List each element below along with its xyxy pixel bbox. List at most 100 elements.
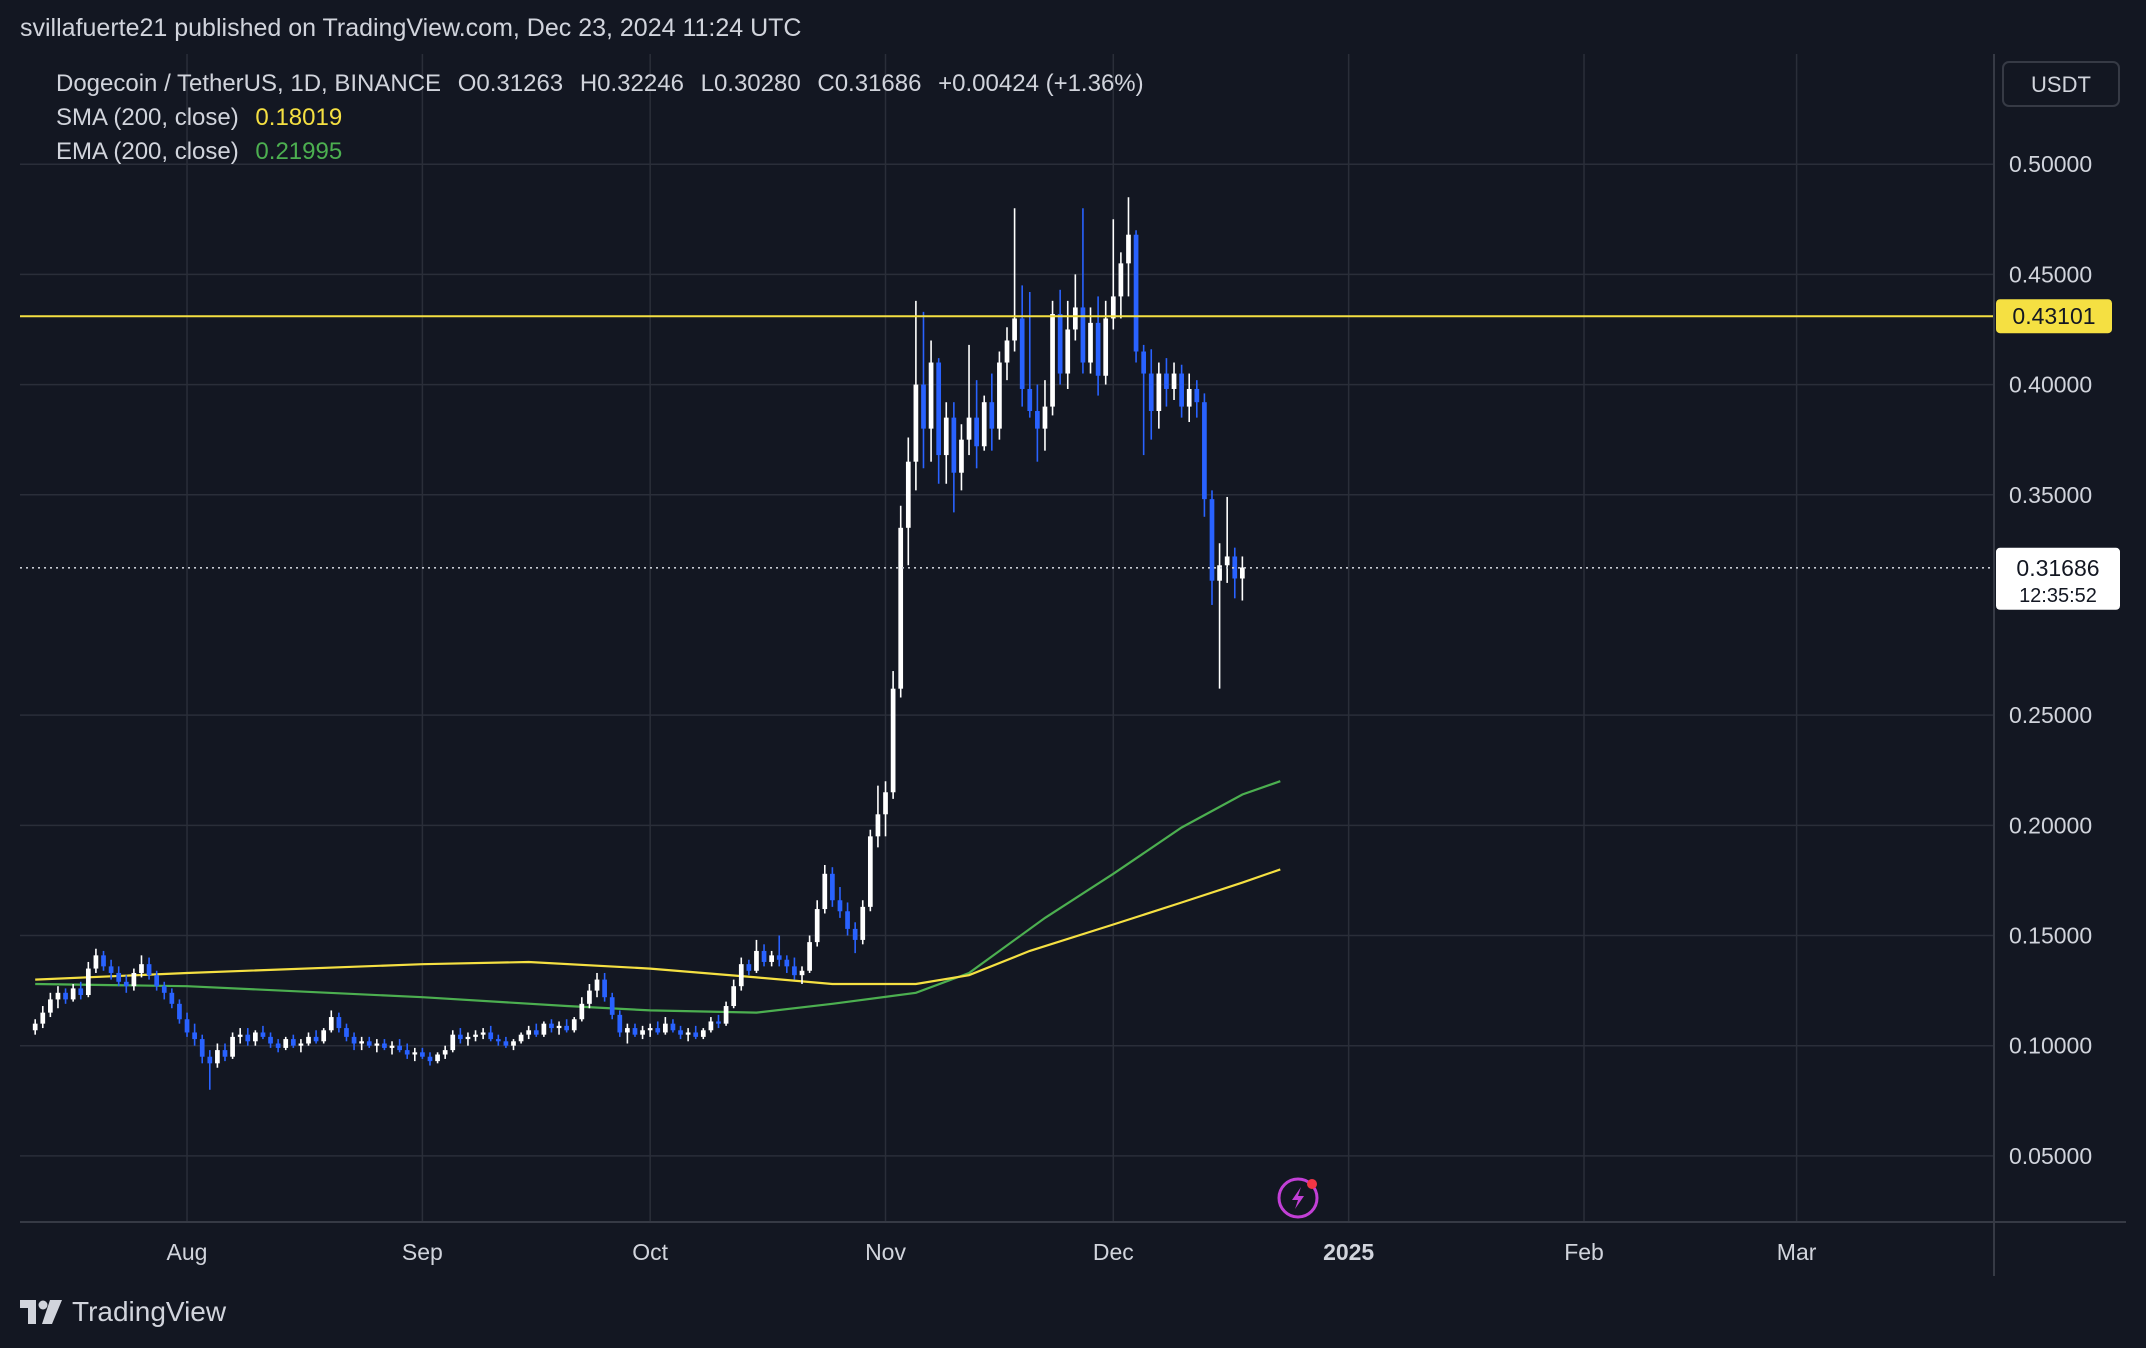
- candle[interactable]: [708, 1017, 714, 1033]
- candle[interactable]: [1118, 252, 1124, 319]
- candle[interactable]: [647, 1023, 653, 1037]
- candle[interactable]: [822, 864, 828, 914]
- candle[interactable]: [1027, 292, 1033, 418]
- candle[interactable]: [146, 957, 152, 980]
- candle[interactable]: [253, 1030, 258, 1046]
- candle[interactable]: [898, 505, 904, 698]
- candle[interactable]: [526, 1025, 532, 1040]
- candle[interactable]: [792, 957, 797, 980]
- candle[interactable]: [928, 340, 934, 462]
- candle[interactable]: [769, 950, 774, 967]
- candle[interactable]: [1095, 296, 1101, 396]
- candle[interactable]: [1042, 380, 1048, 451]
- candle[interactable]: [678, 1025, 683, 1040]
- candle[interactable]: [799, 966, 805, 984]
- candle[interactable]: [404, 1043, 410, 1059]
- candle[interactable]: [609, 992, 615, 1020]
- candle[interactable]: [594, 972, 600, 998]
- candle[interactable]: [1148, 349, 1154, 440]
- candle[interactable]: [1224, 496, 1230, 583]
- chart-frame[interactable]: 0.50000 0.45000 0.40000 0.35000 0.25000 0.200…: [20, 54, 2126, 1276]
- candle[interactable]: [723, 1001, 729, 1026]
- candle[interactable]: [1019, 285, 1025, 407]
- candle[interactable]: [541, 1021, 547, 1037]
- candle[interactable]: [1110, 219, 1116, 330]
- candle[interactable]: [556, 1021, 562, 1035]
- candle[interactable]: [169, 988, 175, 1009]
- candle[interactable]: [93, 948, 99, 973]
- symbol-legend[interactable]: Dogecoin / TetherUS, 1D, BINANCE O0.3126…: [56, 70, 1154, 98]
- candle[interactable]: [85, 961, 91, 998]
- candle[interactable]: [1050, 300, 1055, 416]
- candle[interactable]: [70, 983, 76, 1002]
- candle[interactable]: [776, 935, 782, 967]
- candle[interactable]: [997, 351, 1002, 440]
- candle[interactable]: [1004, 327, 1010, 381]
- candle[interactable]: [640, 1025, 645, 1040]
- candle[interactable]: [230, 1032, 235, 1059]
- candle[interactable]: [905, 437, 911, 566]
- candle[interactable]: [936, 358, 942, 484]
- candle[interactable]: [427, 1052, 433, 1066]
- candle[interactable]: [1065, 300, 1071, 389]
- candle[interactable]: [1103, 300, 1109, 385]
- candle[interactable]: [1126, 197, 1131, 297]
- candle[interactable]: [852, 922, 858, 954]
- candle[interactable]: [1209, 490, 1215, 605]
- candle[interactable]: [63, 988, 68, 1004]
- candle[interactable]: [161, 981, 167, 1000]
- last-price-label-box[interactable]: [1996, 547, 2120, 610]
- candle[interactable]: [571, 1017, 577, 1033]
- candle[interactable]: [1088, 307, 1093, 374]
- candle[interactable]: [1232, 547, 1238, 599]
- candle[interactable]: [268, 1032, 273, 1048]
- candle[interactable]: [442, 1045, 448, 1059]
- candle[interactable]: [617, 1010, 623, 1037]
- candle[interactable]: [867, 829, 873, 912]
- candle[interactable]: [192, 1023, 197, 1046]
- candle[interactable]: [518, 1032, 524, 1044]
- candle[interactable]: [860, 900, 866, 945]
- candle[interactable]: [139, 955, 144, 978]
- candle[interactable]: [837, 887, 843, 918]
- candle[interactable]: [921, 311, 926, 469]
- candle[interactable]: [275, 1039, 281, 1053]
- candle[interactable]: [913, 300, 919, 491]
- candle[interactable]: [1164, 358, 1169, 407]
- candle[interactable]: [184, 1012, 190, 1037]
- candle[interactable]: [207, 1050, 213, 1090]
- candle[interactable]: [533, 1023, 539, 1037]
- candle[interactable]: [761, 944, 767, 967]
- candle[interactable]: [1057, 289, 1063, 385]
- candle[interactable]: [245, 1028, 251, 1046]
- candle[interactable]: [359, 1036, 365, 1051]
- alert-icon[interactable]: [1277, 1177, 1319, 1219]
- candle[interactable]: [480, 1028, 486, 1040]
- candle[interactable]: [1080, 208, 1086, 374]
- candle[interactable]: [1217, 543, 1222, 689]
- candle[interactable]: [662, 1017, 668, 1035]
- candle[interactable]: [215, 1043, 220, 1068]
- sma-legend[interactable]: SMA (200, close) 0.18019: [56, 104, 352, 132]
- candle[interactable]: [845, 902, 850, 936]
- candle[interactable]: [495, 1034, 501, 1046]
- candle[interactable]: [503, 1036, 509, 1048]
- candle[interactable]: [587, 983, 592, 1009]
- candle[interactable]: [700, 1028, 706, 1040]
- candle[interactable]: [458, 1028, 463, 1044]
- candle[interactable]: [746, 959, 752, 976]
- candle[interactable]: [549, 1019, 554, 1033]
- tradingview-logo[interactable]: TradingView: [20, 1296, 226, 1328]
- candle[interactable]: [943, 402, 949, 484]
- candle[interactable]: [685, 1028, 691, 1042]
- candle[interactable]: [389, 1041, 395, 1055]
- candle[interactable]: [488, 1025, 494, 1042]
- candle[interactable]: [108, 959, 114, 980]
- candle[interactable]: [875, 785, 881, 848]
- candle[interactable]: [883, 781, 888, 837]
- candle[interactable]: [473, 1030, 478, 1042]
- candle[interactable]: [1141, 344, 1147, 456]
- candle[interactable]: [351, 1032, 357, 1051]
- candle[interactable]: [989, 373, 995, 451]
- price-chart[interactable]: 0.50000 0.45000 0.40000 0.35000 0.25000 0.200…: [20, 54, 2126, 1276]
